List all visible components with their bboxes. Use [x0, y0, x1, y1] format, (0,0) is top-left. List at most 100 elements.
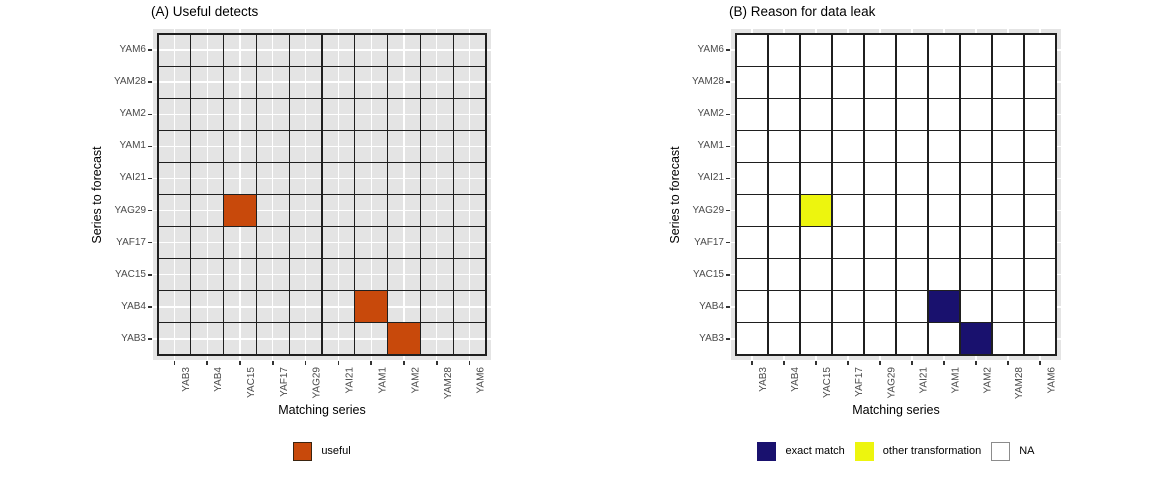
y-tick-mark — [726, 81, 730, 83]
y-tick-mark — [726, 306, 730, 308]
y-tick-label-YAB4: YAB4 — [699, 300, 724, 312]
chart-B: (B) Reason for data leak Series to foreca… — [576, 0, 1152, 480]
cell-border-horizontal — [735, 354, 1057, 356]
y-tick-label-YAI21: YAI21 — [119, 172, 147, 184]
cell-border-horizontal — [157, 322, 487, 324]
x-tick-label-YAM2: YAM2 — [982, 367, 993, 394]
y-tick-mark — [148, 145, 152, 148]
x-tick-label-YAI21: YAI21 — [918, 367, 929, 394]
y-tick-mark — [148, 81, 152, 83]
y-tick-label-YAC15: YAC15 — [693, 268, 724, 280]
y-tick-label-YAM6: YAM6 — [119, 44, 147, 56]
cell-border-vertical — [959, 33, 961, 356]
cell-border-horizontal — [735, 290, 1057, 292]
heatmap-cell-YAB3-YAM2 — [960, 322, 992, 355]
cell-border-vertical — [354, 33, 356, 356]
y-tick-label-YAM28: YAM28 — [691, 76, 724, 88]
cell-border-vertical — [452, 33, 454, 356]
x-tick-label-YAM2: YAM2 — [410, 367, 421, 394]
x-tick-label-YAB4: YAB4 — [790, 367, 801, 392]
heatmap-panel-A — [153, 29, 491, 360]
x-tick-mark — [272, 361, 274, 365]
y-tick-label-YAB3: YAB3 — [121, 332, 146, 344]
x-tick-mark — [1039, 361, 1041, 365]
cell-border-horizontal — [735, 226, 1057, 228]
heatmap-panel-B — [731, 29, 1061, 360]
x-tick-mark — [847, 361, 849, 365]
y-tick-mark — [726, 177, 730, 180]
heatmap-cell-YAB4-YAM1 — [928, 290, 960, 323]
cell-border-vertical — [1055, 33, 1057, 356]
y-tick-mark — [726, 209, 730, 212]
legend-key-exact-match — [757, 441, 777, 461]
legend-key-useful — [293, 441, 313, 461]
legend-A: useful — [153, 438, 491, 464]
x-tick-label-YAB3: YAB3 — [758, 367, 769, 392]
y-tick-mark — [726, 49, 730, 51]
y-tick-mark — [148, 209, 152, 212]
y-tick-mark — [148, 241, 152, 244]
x-tick-mark — [403, 361, 405, 365]
cell-border-horizontal — [735, 322, 1057, 324]
y-tick-label-YAM2: YAM2 — [697, 108, 725, 120]
y-tick-label-YAC15: YAC15 — [115, 268, 146, 280]
x-tick-label-YAC15: YAC15 — [822, 367, 833, 398]
legend-item-useful: useful — [293, 441, 351, 461]
chart-title-B: (B) Reason for data leak — [729, 4, 876, 19]
y-tick-mark — [148, 113, 152, 115]
y-tick-mark — [148, 338, 152, 340]
legend-key-NA — [991, 441, 1011, 461]
legend-key-other-transformation — [854, 441, 874, 461]
cell-border-vertical — [927, 33, 929, 356]
x-tick-mark — [815, 361, 817, 365]
chart-title-A: (A) Useful detects — [151, 4, 259, 19]
x-tick-mark — [206, 361, 208, 365]
y-tick-label-YAB4: YAB4 — [121, 300, 146, 312]
legend-item-NA: NA — [991, 441, 1035, 461]
x-tick-mark — [304, 361, 307, 365]
cell-border-horizontal — [157, 193, 487, 196]
y-tick-label-YAM2: YAM2 — [119, 108, 147, 120]
x-tick-mark — [975, 361, 977, 365]
x-tick-label-YAM1: YAM1 — [377, 367, 389, 394]
cell-border-horizontal — [157, 354, 487, 356]
y-tick-mark — [726, 241, 730, 244]
heatmap-cell-YAB4-YAM1 — [354, 290, 388, 323]
cell-border-horizontal — [157, 258, 487, 260]
x-tick-mark — [751, 361, 753, 365]
y-tick-label-YAG29: YAG29 — [114, 204, 147, 216]
chart-A: (A) Useful detects Series to forecast YAM6… — [90, 4, 491, 464]
cell-border-horizontal — [157, 226, 487, 228]
x-tick-mark — [239, 361, 241, 365]
heatmap-cell-YAG29-YAC15 — [223, 194, 257, 227]
legend-B: exact match other transformation NA — [731, 438, 1061, 464]
x-tick-label-YAF17: YAF17 — [278, 367, 290, 397]
x-tick-label-YAF17: YAF17 — [854, 367, 865, 397]
cell-border-horizontal — [157, 290, 487, 292]
x-tick-mark — [468, 361, 471, 365]
cell-border-vertical — [1023, 33, 1025, 356]
x-tick-label-YAG29: YAG29 — [886, 367, 897, 399]
y-axis-title: Series to forecast — [90, 145, 104, 244]
x-tick-label-YAB4: YAB4 — [213, 367, 225, 392]
x-tick-label-YAM6: YAM6 — [1046, 367, 1057, 394]
x-tick-label-YAC15: YAC15 — [246, 367, 257, 398]
y-tick-mark — [148, 177, 152, 180]
x-tick-mark — [1007, 361, 1009, 365]
x-tick-label-YAM6: YAM6 — [475, 367, 487, 394]
legend-label: NA — [1019, 445, 1035, 457]
y-tick-mark — [726, 113, 730, 115]
x-tick-mark — [911, 361, 913, 365]
y-tick-label-YAM1: YAM1 — [119, 140, 147, 152]
x-tick-label-YAM1: YAM1 — [950, 367, 961, 394]
y-tick-mark — [726, 274, 730, 276]
cell-border-horizontal — [735, 193, 1057, 196]
cell-border-vertical — [991, 33, 993, 356]
x-tick-mark — [370, 361, 372, 365]
legend-label: useful — [321, 445, 351, 457]
y-tick-label-YAF17: YAF17 — [694, 236, 724, 248]
x-tick-label-YAB3: YAB3 — [180, 367, 192, 392]
x-tick-label-YAM28: YAM28 — [1014, 367, 1025, 400]
legend-item-exact-match: exact match — [757, 441, 845, 461]
cell-border-vertical — [485, 33, 487, 356]
